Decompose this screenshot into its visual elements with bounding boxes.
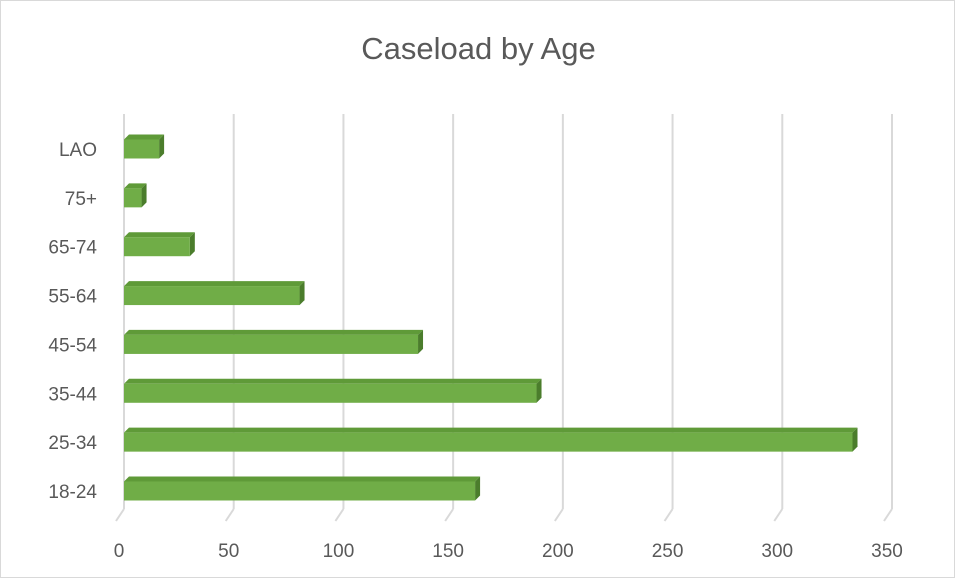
x-tick-label: 200: [542, 541, 574, 562]
gridline-floor: [663, 508, 674, 522]
x-tick-label: 350: [871, 541, 903, 562]
bar: [124, 237, 190, 257]
bar-side-face: [475, 476, 481, 501]
x-tick-label: 150: [432, 541, 464, 562]
x-tick-label: 0: [114, 541, 125, 562]
gridline-floor: [334, 508, 345, 522]
y-category-label: 65-74: [48, 238, 97, 259]
bar: [124, 334, 419, 354]
gridline-floor: [115, 508, 125, 522]
y-category-label: 25-34: [48, 433, 97, 454]
y-category-label: LAO: [59, 140, 97, 161]
bar: [124, 188, 142, 208]
y-category-label: 55-64: [48, 287, 97, 308]
bar-side-face: [299, 281, 305, 306]
x-tick-label: 300: [761, 541, 793, 562]
bar-side-face: [418, 329, 424, 354]
x-tick-label: 100: [323, 541, 355, 562]
gridline-floor: [773, 508, 784, 522]
x-tick-label: 50: [218, 541, 239, 562]
bar: [124, 432, 853, 452]
bar-side-face: [159, 134, 165, 159]
bar-top-face: [124, 281, 305, 287]
bar-top-face: [124, 183, 147, 189]
y-category-label: 18-24: [48, 482, 97, 503]
gridline-floor: [224, 508, 235, 522]
bar: [124, 286, 300, 306]
bar-top-face: [124, 476, 481, 482]
bar-top-face: [124, 232, 195, 238]
bar: [124, 481, 476, 501]
bar: [124, 383, 537, 403]
y-category-label: 45-54: [48, 335, 97, 356]
bar-side-face: [536, 378, 542, 403]
x-tick-label: 250: [652, 541, 684, 562]
y-category-label: 35-44: [48, 384, 97, 405]
y-category-label: 75+: [65, 189, 97, 210]
bar: [124, 139, 160, 159]
gridline-floor: [554, 508, 564, 522]
bar-side-face: [141, 183, 147, 208]
bar-side-face: [852, 427, 858, 452]
bar-top-face: [124, 134, 165, 140]
bar-side-face: [189, 232, 195, 257]
bar-top-face: [124, 427, 858, 433]
bar-top-face: [124, 329, 424, 335]
chart-title: Caseload by Age: [361, 31, 596, 66]
bar-top-face: [124, 378, 542, 384]
gridline-floor: [444, 508, 454, 522]
gridline-floor: [883, 508, 893, 522]
